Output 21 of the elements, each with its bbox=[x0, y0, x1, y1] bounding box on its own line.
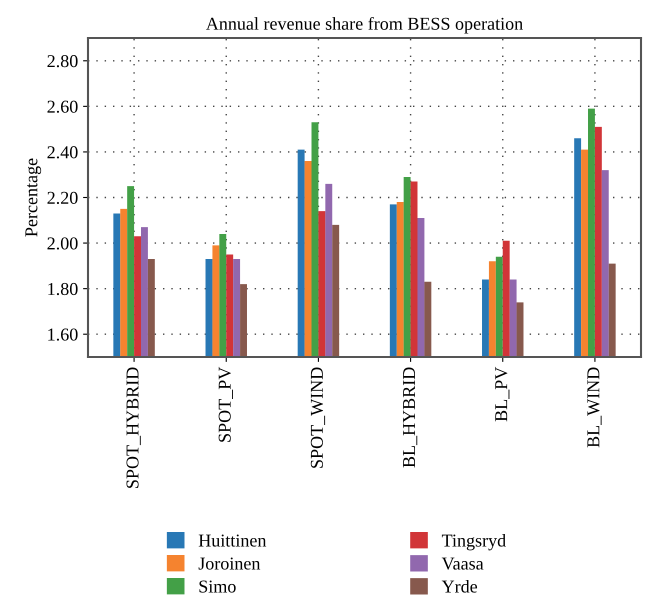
chart-title: Annual revenue share from BESS operation bbox=[206, 16, 523, 34]
x-tick-label: SPOT_PV bbox=[218, 366, 233, 442]
y-tick-label: 2.40 bbox=[47, 146, 78, 158]
legend-label: Yrde bbox=[442, 580, 478, 593]
x-tick-label: BL_HYBRID bbox=[403, 367, 418, 468]
legend-label: Vaasa bbox=[442, 558, 484, 570]
y-axis-title: Percentage bbox=[25, 158, 42, 237]
legend-label: Joroinen bbox=[198, 558, 260, 570]
y-tick-label: 2.60 bbox=[47, 100, 78, 113]
y-tick-label: 2.20 bbox=[47, 192, 78, 204]
y-tick-label: 2.00 bbox=[47, 237, 78, 250]
y-tick-label: 1.80 bbox=[48, 282, 78, 296]
legend-label: Huittinen bbox=[198, 534, 266, 547]
x-tick-label: BL_PV bbox=[495, 366, 510, 422]
legend-label: Simo bbox=[199, 580, 236, 593]
x-tick-label: BL_WIND bbox=[587, 367, 602, 448]
x-tick-label: SPOT_HYBRID bbox=[126, 367, 141, 488]
y-tick-label: 1.60 bbox=[48, 328, 78, 341]
y-tick-label: 2.80 bbox=[47, 55, 78, 68]
legend-label: Tingsryd bbox=[442, 534, 506, 550]
x-tick-label: SPOT_WIND bbox=[310, 367, 326, 468]
